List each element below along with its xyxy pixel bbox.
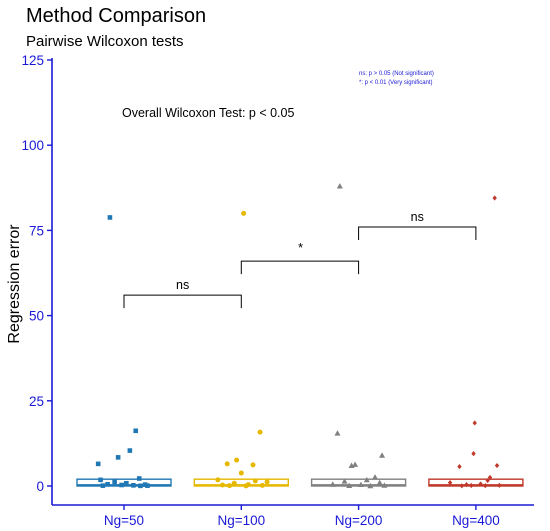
data-point [136, 476, 142, 481]
data-point [492, 195, 497, 201]
chart-title: Method Comparison [26, 5, 206, 27]
data-point [231, 480, 237, 486]
data-point [334, 430, 341, 436]
data-point [215, 477, 221, 483]
data-point [459, 483, 465, 489]
comparison-bracket [240, 260, 360, 275]
significance-legend-star: *: p < 0.01 (Very significant) [359, 80, 433, 86]
y-tick-label: 125 [21, 53, 44, 68]
data-point [119, 482, 124, 488]
data-point [145, 483, 150, 488]
data-point [329, 481, 336, 487]
axes: 0 25 50 75 100 125 Ng=50 Ng=100 Ng=200 Ng=400 [21, 53, 534, 528]
data-point [487, 474, 493, 481]
data-point [376, 479, 383, 485]
data-point [252, 478, 258, 484]
data-point [124, 480, 129, 486]
data-point [257, 429, 263, 435]
data-point [142, 482, 148, 487]
data-point [381, 482, 388, 488]
comparison-brackets: ns * ns [123, 210, 477, 309]
data-point [238, 470, 244, 476]
data-point [464, 482, 469, 488]
y-tick-label: 50 [29, 309, 44, 324]
overall-test-annotation: Overall Wilcoxon Test: p < 0.05 [122, 106, 294, 120]
data-point [485, 477, 490, 484]
data-point [227, 483, 233, 489]
x-tick-label: Ng=200 [335, 513, 383, 528]
data-point [112, 479, 117, 485]
x-tick-label: Ng=100 [217, 513, 265, 528]
data-point [336, 183, 343, 189]
data-point [346, 482, 353, 489]
data-point [478, 481, 483, 487]
data-point [243, 483, 249, 489]
data-point [457, 463, 462, 470]
y-tick-label: 0 [36, 479, 44, 494]
data-point [220, 482, 226, 488]
x-tick-label: Ng=50 [104, 513, 144, 528]
x-tick-label: Ng=400 [452, 513, 500, 528]
comparison-bracket [358, 226, 477, 240]
y-tick-label: 25 [29, 394, 44, 409]
data-point [234, 457, 240, 463]
chart-subtitle: Pairwise Wilcoxon tests [26, 33, 184, 50]
data-point [115, 455, 121, 460]
data-point [372, 474, 379, 480]
data-point [105, 481, 110, 487]
data-point [471, 451, 476, 457]
data-point [138, 483, 143, 489]
data-point [472, 420, 477, 426]
data-point [100, 483, 106, 488]
box-0 [76, 478, 172, 487]
data-point [224, 461, 230, 467]
comparison-label: ns [411, 210, 424, 224]
data-point [341, 478, 348, 484]
data-point [131, 483, 136, 488]
data-point [95, 461, 101, 467]
data-point [352, 461, 359, 467]
y-axis-label: Regression error [6, 224, 23, 344]
data-point [357, 481, 364, 488]
data-points [95, 183, 502, 489]
box-1 [193, 478, 290, 487]
comparison-label: * [298, 241, 303, 255]
y-tick-label: 75 [29, 223, 44, 238]
data-point [363, 476, 370, 483]
data-point [494, 462, 500, 469]
data-point [259, 482, 265, 488]
significance-legend-ns: ns: p > 0.05 (Not significant) [359, 71, 434, 77]
comparison-label: ns [176, 278, 189, 292]
data-point [497, 482, 502, 488]
boxes [76, 478, 524, 487]
y-tick-label: 100 [21, 138, 44, 153]
data-point [98, 477, 103, 483]
box-3 [428, 478, 524, 487]
data-point [348, 462, 355, 468]
data-point [241, 210, 247, 216]
data-point [250, 462, 256, 468]
comparison-bracket [123, 294, 242, 309]
data-point [133, 428, 139, 434]
data-point [367, 482, 374, 489]
data-point [483, 483, 488, 489]
data-point [447, 479, 453, 486]
data-point [469, 482, 474, 489]
data-point [127, 448, 133, 453]
data-point [379, 452, 386, 458]
data-point [107, 215, 113, 220]
data-point [264, 479, 270, 485]
